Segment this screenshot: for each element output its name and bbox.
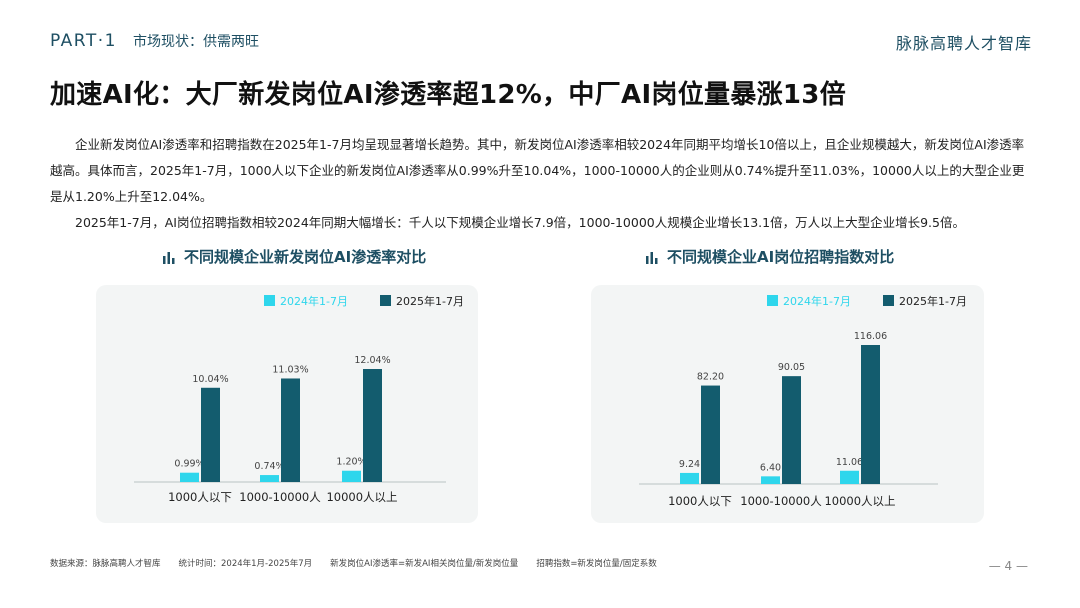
footer-notes: 数据来源：脉脉高聘人才智库 统计时间：2024年1月-2025年7月 新发岗位A… [50, 557, 657, 569]
legend-swatch-0 [767, 295, 778, 306]
data-label: 11.06 [836, 457, 863, 468]
category-label: 1000人以下 [668, 494, 732, 508]
legend-label-1: 2025年1-7月 [899, 294, 967, 308]
page-header: PART·1 市场现状：供需两旺 [50, 31, 259, 51]
bar-2025-2 [363, 369, 382, 482]
part-label: PART·1 [50, 31, 117, 51]
bar-2024-1 [761, 476, 780, 484]
bar-2025-2 [861, 345, 880, 484]
category-label: 10000人以上 [326, 490, 397, 504]
legend-label-0: 2024年1-7月 [280, 294, 348, 308]
footer-def-index: 招聘指数=新发岗位量/固定系数 [536, 559, 657, 569]
chart-title-index: 不同规模企业AI岗位招聘指数对比 [645, 246, 894, 267]
body-paragraph-2: 2025年1-7月，AI岗位招聘指数相较2024年同期大幅增长：千人以下规模企业… [75, 215, 965, 230]
brand-name: 脉脉高聘人才智库 [895, 34, 1032, 53]
category-label: 10000人以上 [824, 494, 895, 508]
data-label: 116.06 [854, 331, 887, 342]
chart-panel-index: 2024年1-7月 2025年1-7月 9.24 82.20 1000人以下 6.40 90… [591, 285, 984, 523]
bar-2025-0 [701, 385, 720, 484]
data-label: 82.20 [697, 372, 724, 383]
data-label: 1.20% [336, 457, 366, 468]
legend-label-0: 2024年1-7月 [783, 294, 851, 308]
data-label: 10.04% [192, 374, 228, 385]
data-label: 12.04% [354, 355, 390, 366]
chart-legend: 2024年1-7月 2025年1-7月 [264, 294, 464, 308]
data-label: 0.99% [174, 459, 204, 470]
footer-period: 统计时间：2024年1月-2025年7月 [178, 559, 313, 569]
bar-2024-2 [342, 470, 361, 482]
data-label: 0.74% [254, 461, 284, 472]
chart-title-penetration: 不同规模企业新发岗位AI渗透率对比 [162, 246, 426, 267]
bar-chart-icon [646, 251, 658, 264]
category-label: 1000-10000人 [740, 494, 822, 508]
data-label: 11.03% [272, 364, 308, 375]
section-label: 市场现状：供需两旺 [132, 34, 259, 50]
bar-chart-icon [163, 251, 175, 264]
legend-swatch-1 [883, 295, 894, 306]
bar-chart-penetration: 2024年1-7月 2025年1-7月 0.99% 10.04% 1000人以下 0.74… [134, 294, 464, 504]
body-paragraph-1: 企业新发岗位AI渗透率和招聘指数在2025年1-7月均呈现显著增长趋势。其中，新… [50, 137, 1025, 204]
bar-2025-1 [281, 378, 300, 482]
page-headline: 加速AI化：大厂新发岗位AI渗透率超12%，中厂AI岗位量暴涨13倍 [50, 80, 847, 110]
bar-2024-0 [180, 472, 199, 482]
bar-2024-2 [840, 470, 859, 484]
data-label: 6.40 [760, 462, 781, 473]
bar-2025-1 [782, 376, 801, 484]
body-text: 企业新发岗位AI渗透率和招聘指数在2025年1-7月均呈现显著增长趋势。其中，新… [50, 132, 1034, 236]
page-number: — 4 — [988, 559, 1028, 573]
legend-swatch-0 [264, 295, 275, 306]
footer-def-penetration: 新发岗位AI渗透率=新发AI相关岗位量/新发岗位量 [330, 559, 519, 569]
data-label: 9.24 [679, 459, 700, 470]
chart-panel-penetration: 2024年1-7月 2025年1-7月 0.99% 10.04% 1000人以下 0.74… [96, 285, 478, 523]
bar-2024-1 [260, 475, 279, 482]
category-label: 1000-10000人 [239, 490, 321, 504]
legend-label-1: 2025年1-7月 [396, 294, 464, 308]
bar-chart-index: 2024年1-7月 2025年1-7月 9.24 82.20 1000人以下 6.40 90… [639, 294, 967, 508]
bar-2025-0 [201, 387, 220, 482]
chart-title-text: 不同规模企业AI岗位招聘指数对比 [667, 248, 895, 266]
chart-title-text: 不同规模企业新发岗位AI渗透率对比 [184, 248, 427, 266]
legend-swatch-1 [380, 295, 391, 306]
bar-2024-0 [680, 472, 699, 484]
category-label: 1000人以下 [168, 490, 232, 504]
data-label: 90.05 [778, 362, 805, 373]
chart-legend: 2024年1-7月 2025年1-7月 [767, 294, 967, 308]
footer-source: 数据来源：脉脉高聘人才智库 [50, 559, 161, 569]
